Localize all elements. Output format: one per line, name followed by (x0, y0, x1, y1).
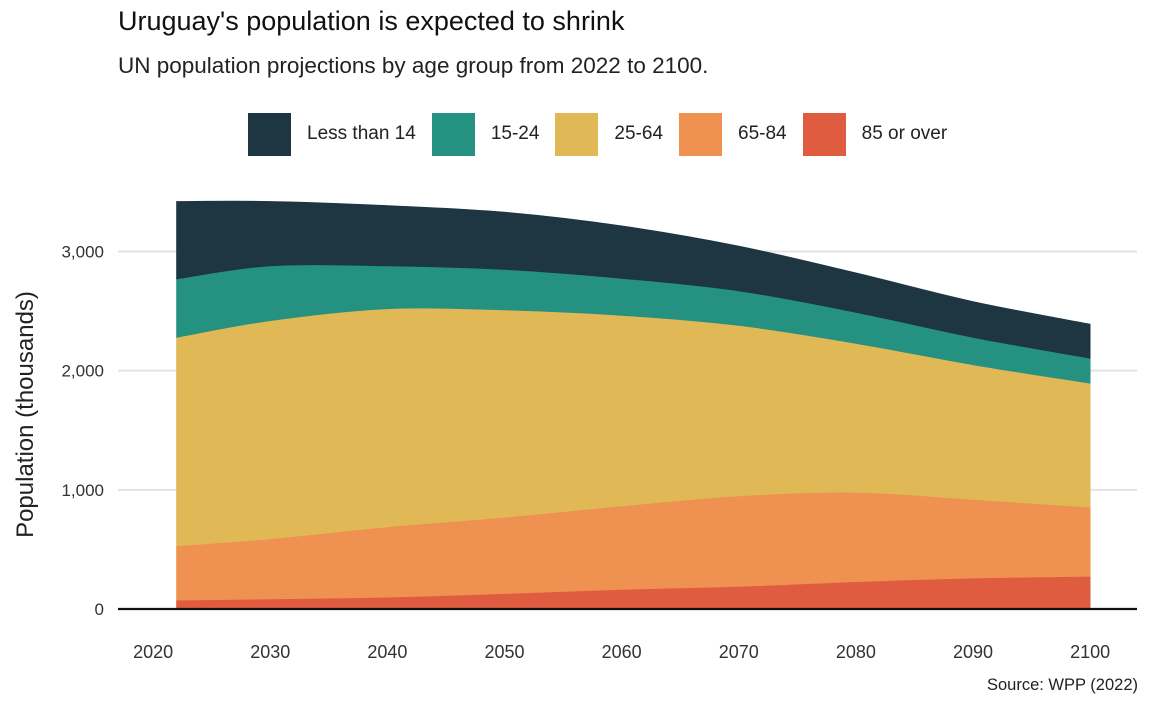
legend-swatch (679, 112, 723, 156)
x-tick-label: 2020 (133, 642, 173, 662)
legend-swatch (555, 112, 599, 156)
x-tick-label: 2080 (836, 642, 876, 662)
x-tick-label: 2040 (367, 642, 407, 662)
legend-item-65-84: 65-84 (679, 112, 787, 156)
area-series (176, 200, 1091, 610)
axes: 0 1,000 2,000 3,000 2020 2030 2040 2050 2060 2070… (12, 243, 1137, 662)
legend: Less than 14 15-24 25-64 65-84 85 or ove… (248, 112, 963, 156)
legend-label: 25-64 (614, 123, 664, 144)
legend-label: 65-84 (738, 123, 787, 144)
x-tick-label: 2100 (1070, 642, 1110, 662)
x-tick-label: 2050 (484, 642, 524, 662)
legend-label: Less than 14 (307, 123, 416, 144)
x-tick-label: 2070 (719, 642, 759, 662)
chart-title: Uruguay's population is expected to shri… (118, 6, 625, 36)
legend-item-15-24: 15-24 (431, 112, 540, 156)
legend-item-under-14: Less than 14 (248, 112, 416, 156)
y-tick-label: 2,000 (61, 362, 104, 381)
chart-subtitle: UN population projections by age group f… (118, 53, 709, 78)
legend-item-25-64: 25-64 (555, 112, 664, 156)
area-less-than-14 (176, 200, 1091, 359)
x-tick-label: 2030 (250, 642, 290, 662)
x-tick-label: 2090 (953, 642, 993, 662)
y-tick-label: 0 (95, 600, 104, 619)
legend-item-85-over: 85 or over (802, 112, 948, 156)
legend-swatch (248, 112, 291, 156)
legend-swatch (431, 112, 475, 156)
source-note: Source: WPP (2022) (986, 676, 1138, 694)
y-tick-label: 1,000 (61, 481, 104, 500)
legend-label: 15-24 (490, 123, 540, 144)
legend-swatch (802, 112, 846, 156)
y-tick-label: 3,000 (61, 243, 104, 262)
x-tick-label: 2060 (602, 642, 642, 662)
legend-label: 85 or over (861, 123, 948, 144)
y-axis-title: Population (thousands) (12, 291, 39, 538)
